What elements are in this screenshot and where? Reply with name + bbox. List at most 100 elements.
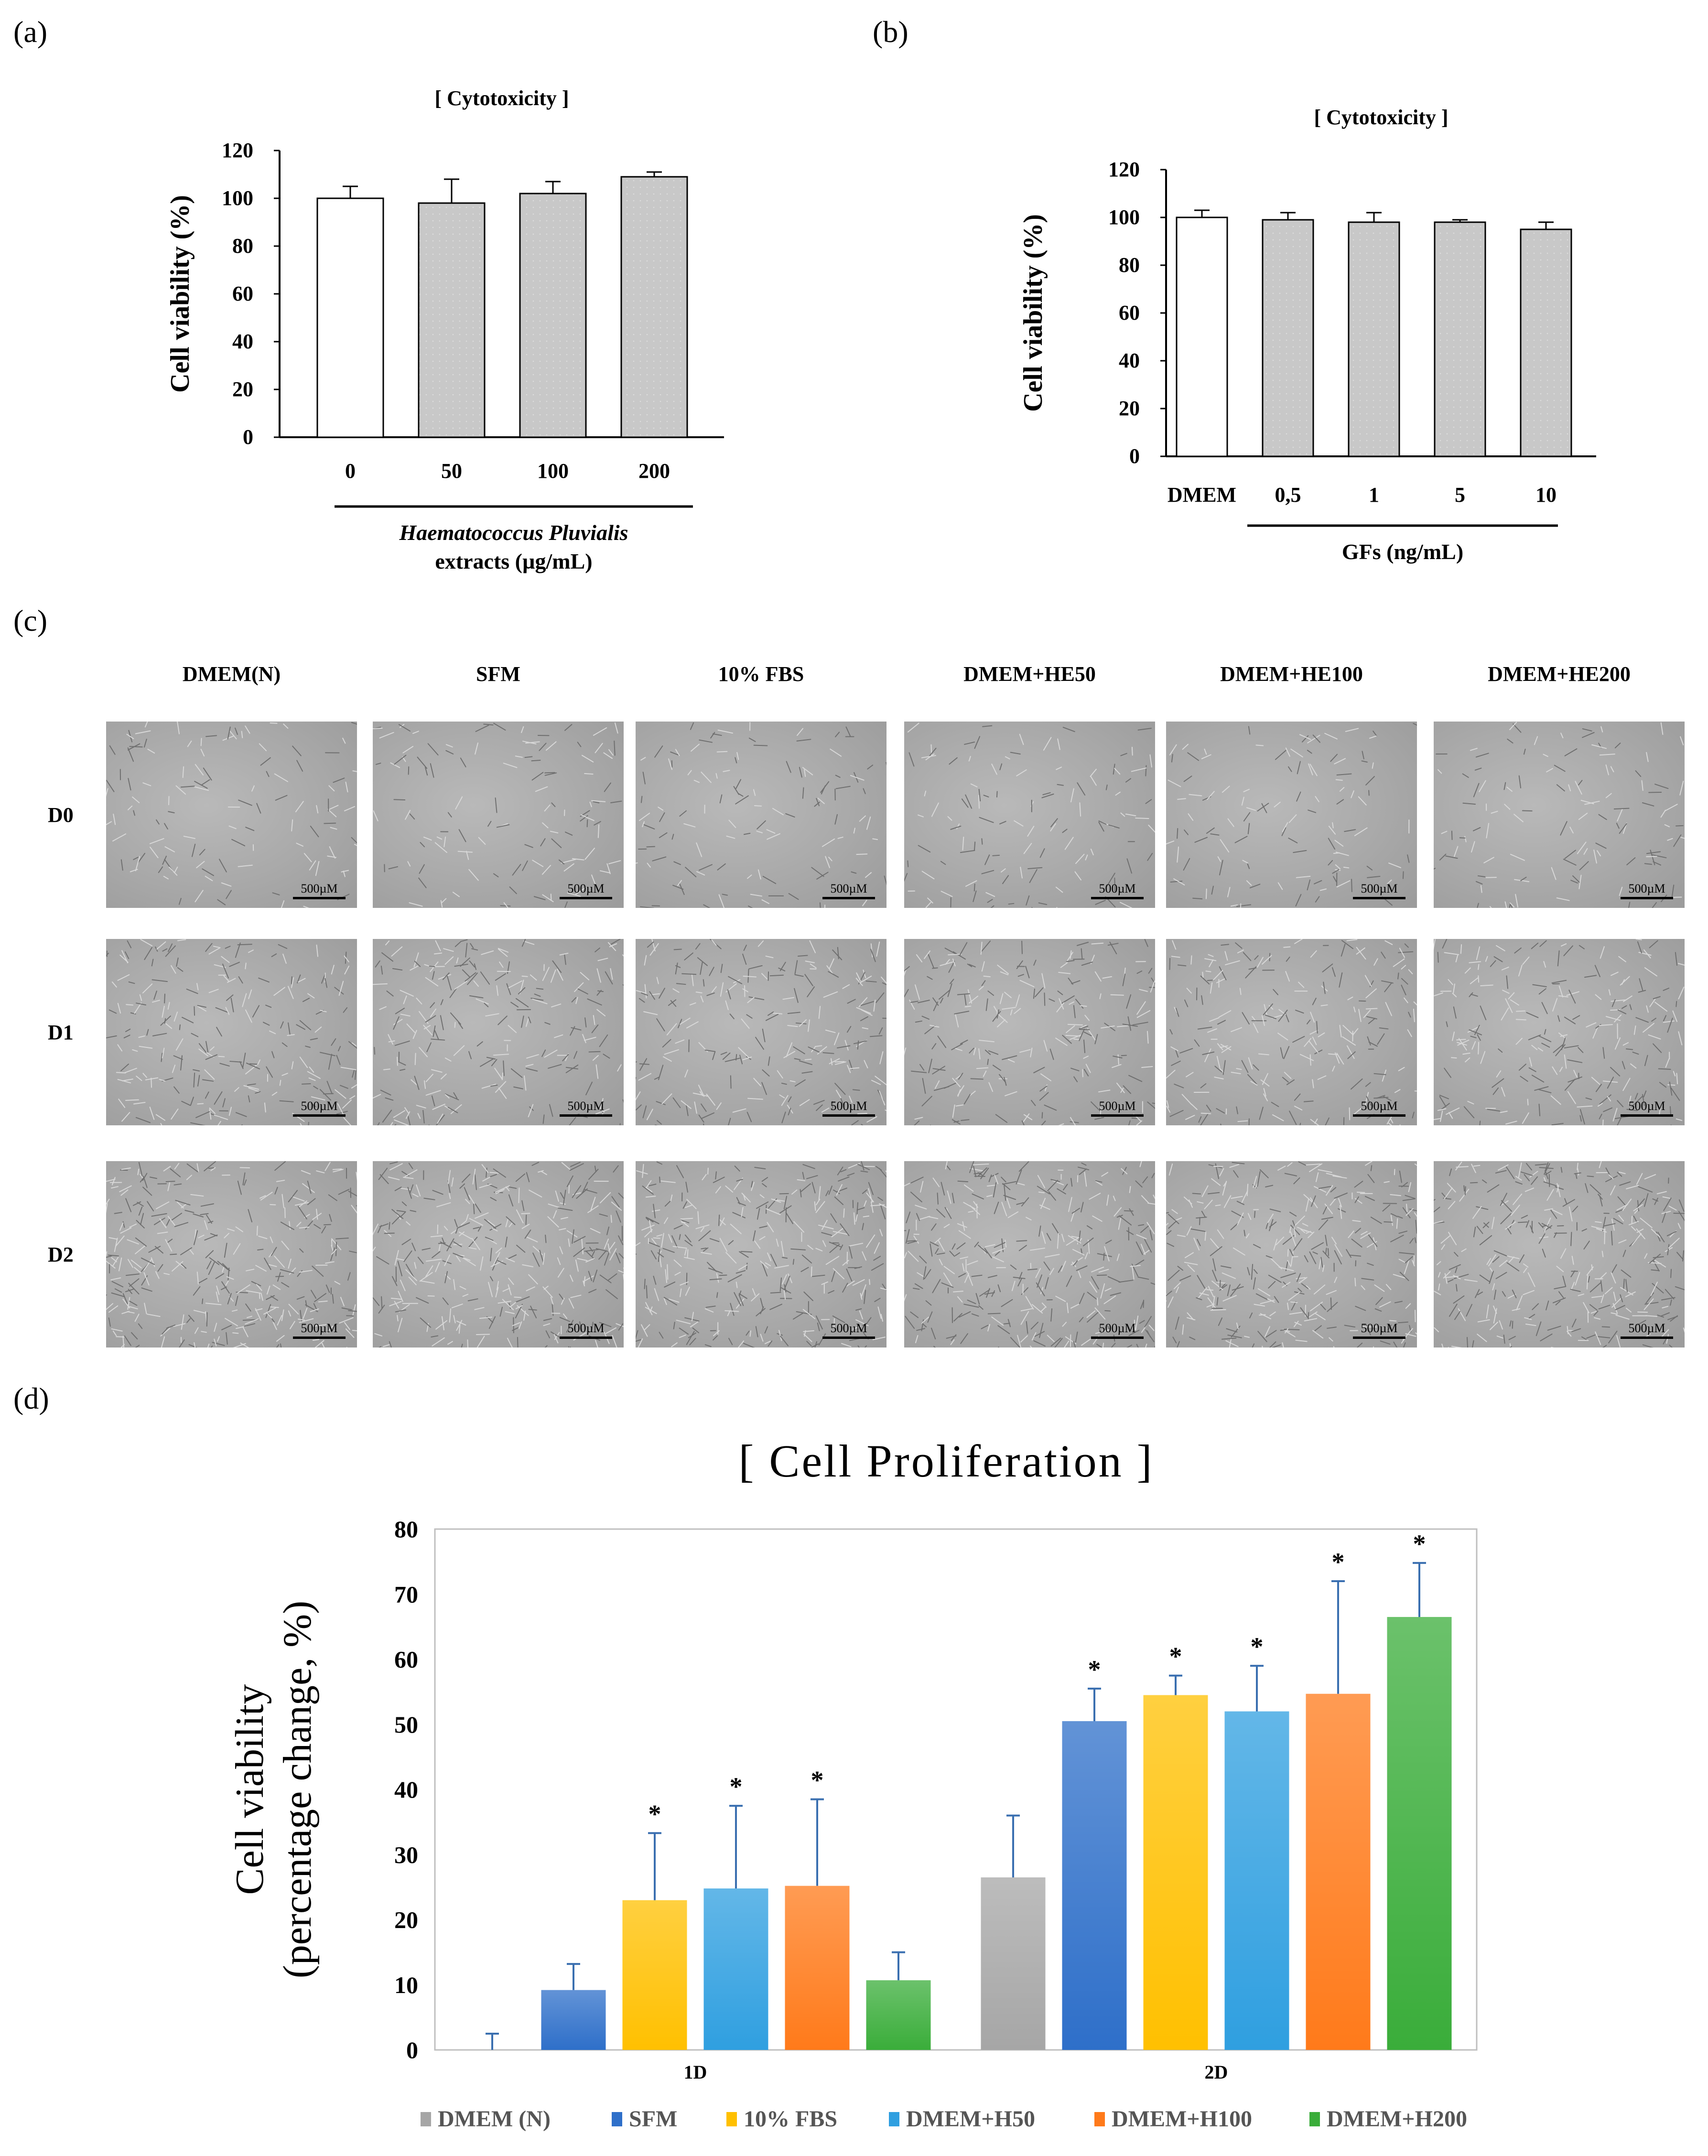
- scale-bar: 500µM: [1091, 1099, 1144, 1117]
- cell-texture: [904, 939, 1155, 1125]
- bar-sfm-2d: [1062, 1721, 1127, 2050]
- scale-bar-line: [293, 1114, 346, 1117]
- panel-label-c: (c): [13, 604, 48, 637]
- micrograph-image: 500µM: [106, 939, 357, 1125]
- scale-bar: 500µM: [293, 882, 346, 899]
- scale-bar-label: 500µM: [1628, 1099, 1665, 1113]
- scale-bar-line: [822, 1114, 875, 1117]
- scale-bar-label: 500µM: [301, 882, 338, 895]
- chart-title: [ Cell Proliferation ]: [738, 1435, 1154, 1487]
- x-tick-label: 50: [441, 459, 462, 483]
- micrograph-image: 500µM: [1434, 722, 1685, 908]
- legend-label: DMEM+H100: [1112, 2106, 1252, 2132]
- legend-swatch: [612, 2112, 622, 2126]
- panel-label-d: (d): [13, 1381, 49, 1415]
- row-header: D2: [48, 1243, 74, 1266]
- scale-bar: 500µM: [560, 1099, 612, 1117]
- y-tick-label: 40: [394, 1776, 418, 1803]
- legend-swatch: [1309, 2112, 1320, 2126]
- micrograph-image: 500µM: [373, 939, 624, 1125]
- cell-texture: [106, 722, 357, 908]
- y-tick-label: 0: [406, 2037, 418, 2063]
- x-tick-label: 100: [537, 459, 569, 483]
- panel-label-b: (b): [873, 15, 908, 49]
- scale-bar-line: [1091, 1337, 1144, 1339]
- scale-bar-label: 500µM: [301, 1321, 338, 1335]
- bar-DMEM: [1176, 216, 1228, 457]
- legend-label: 10% FBS: [744, 2106, 837, 2132]
- y-axis-label: Cell viability (%): [1018, 214, 1048, 412]
- cell-texture: [1166, 1161, 1417, 1348]
- panel-label-a: (a): [13, 15, 48, 49]
- micrograph-image: 500µM: [1166, 1161, 1417, 1348]
- micrograph-image: 500µM: [106, 722, 357, 908]
- column-header: DMEM+HE100: [1220, 662, 1363, 686]
- y-tick-label: 20: [394, 1907, 418, 1933]
- chart-title: [ Cytotoxicity ]: [434, 86, 569, 110]
- y-tick-label: 20: [1119, 397, 1140, 420]
- bar-200: [620, 176, 688, 438]
- significance-marker: *: [1413, 1530, 1426, 1558]
- y-tick-label: 80: [1119, 253, 1140, 277]
- cell-texture: [1166, 939, 1417, 1125]
- scale-bar-label: 500µM: [567, 882, 605, 895]
- legend-label: DMEM+H200: [1327, 2106, 1467, 2132]
- scale-bar-label: 500µM: [830, 882, 867, 895]
- bar-1: [1348, 221, 1400, 457]
- micrograph-image: 500µM: [904, 722, 1155, 908]
- bar-dmem-n--2d: [981, 1877, 1046, 2050]
- scale-bar-line: [1091, 897, 1144, 899]
- cell-texture: [1434, 939, 1685, 1125]
- bar-dmem-h100-2d: [1306, 1693, 1371, 2050]
- scale-bar-line: [1621, 1337, 1673, 1339]
- x-tick-label: 10: [1535, 483, 1557, 507]
- scale-bar-label: 500µM: [1361, 882, 1398, 895]
- cell-texture: [1434, 722, 1685, 908]
- bar-10-fbs-2d: [1143, 1695, 1208, 2050]
- cell-texture: [106, 1161, 357, 1348]
- legend-swatch: [1094, 2112, 1105, 2126]
- cell-texture: [373, 1161, 624, 1348]
- micrograph-image: 500µM: [373, 1161, 624, 1348]
- scale-bar: 500µM: [293, 1099, 346, 1117]
- scale-bar: 500µM: [822, 1321, 875, 1339]
- scale-bar: 500µM: [1621, 882, 1673, 899]
- row-header: D1: [48, 1021, 74, 1044]
- bar-dmem-h200-2d: [1387, 1617, 1452, 2050]
- scale-bar-label: 500µM: [567, 1099, 605, 1113]
- legend-swatch: [726, 2112, 737, 2126]
- bar-10: [1520, 228, 1572, 457]
- x-tick-label: 2D: [1205, 2061, 1228, 2083]
- micrograph-image: 500µM: [636, 1161, 886, 1348]
- y-tick-label: 60: [1119, 301, 1140, 324]
- bar-dmem-h50-2d: [1224, 1711, 1289, 2050]
- y-tick-label: 100: [1108, 205, 1140, 229]
- micrograph-image: 500µM: [1434, 1161, 1685, 1348]
- cell-texture: [1434, 1161, 1685, 1348]
- micrograph-image: 500µM: [636, 939, 886, 1125]
- bar-0,5: [1262, 219, 1314, 457]
- bar-100: [519, 193, 587, 438]
- y-tick-label: 40: [232, 330, 253, 353]
- scale-bar-label: 500µM: [1099, 1321, 1136, 1335]
- y-axis-label-line2: (percentage change, %): [275, 1601, 320, 1979]
- significance-marker: *: [1169, 1642, 1182, 1671]
- y-tick-label: 30: [394, 1841, 418, 1868]
- scale-bar-label: 500µM: [1628, 1321, 1665, 1335]
- micrograph-image: 500µM: [1166, 939, 1417, 1125]
- x-tick-label: 1: [1369, 483, 1379, 507]
- y-axis-label: Cell viability: [227, 1684, 272, 1895]
- scale-bar-label: 500µM: [830, 1321, 867, 1335]
- y-tick-label: 10: [394, 1972, 418, 1998]
- significance-marker: *: [811, 1766, 824, 1794]
- column-header: 10% FBS: [718, 662, 804, 686]
- significance-marker: *: [649, 1800, 661, 1828]
- y-tick-label: 0: [243, 425, 253, 449]
- legend-swatch: [889, 2112, 899, 2126]
- y-tick-label: 120: [222, 139, 253, 162]
- micrograph-image: 500µM: [106, 1161, 357, 1348]
- bar-dmem-h200-1d: [866, 1980, 931, 2050]
- scale-bar-line: [1091, 1114, 1144, 1117]
- x-tick-label: 0: [345, 459, 356, 483]
- scale-bar-line: [822, 897, 875, 899]
